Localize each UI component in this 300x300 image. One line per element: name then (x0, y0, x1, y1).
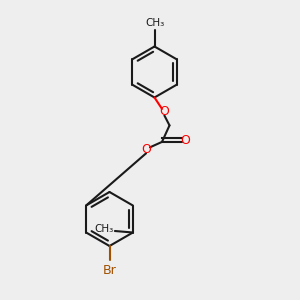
Text: O: O (141, 143, 151, 156)
Text: CH₃: CH₃ (145, 19, 164, 28)
Text: O: O (160, 105, 169, 118)
Text: Br: Br (103, 264, 116, 277)
Text: CH₃: CH₃ (94, 224, 113, 235)
Text: O: O (181, 134, 190, 147)
